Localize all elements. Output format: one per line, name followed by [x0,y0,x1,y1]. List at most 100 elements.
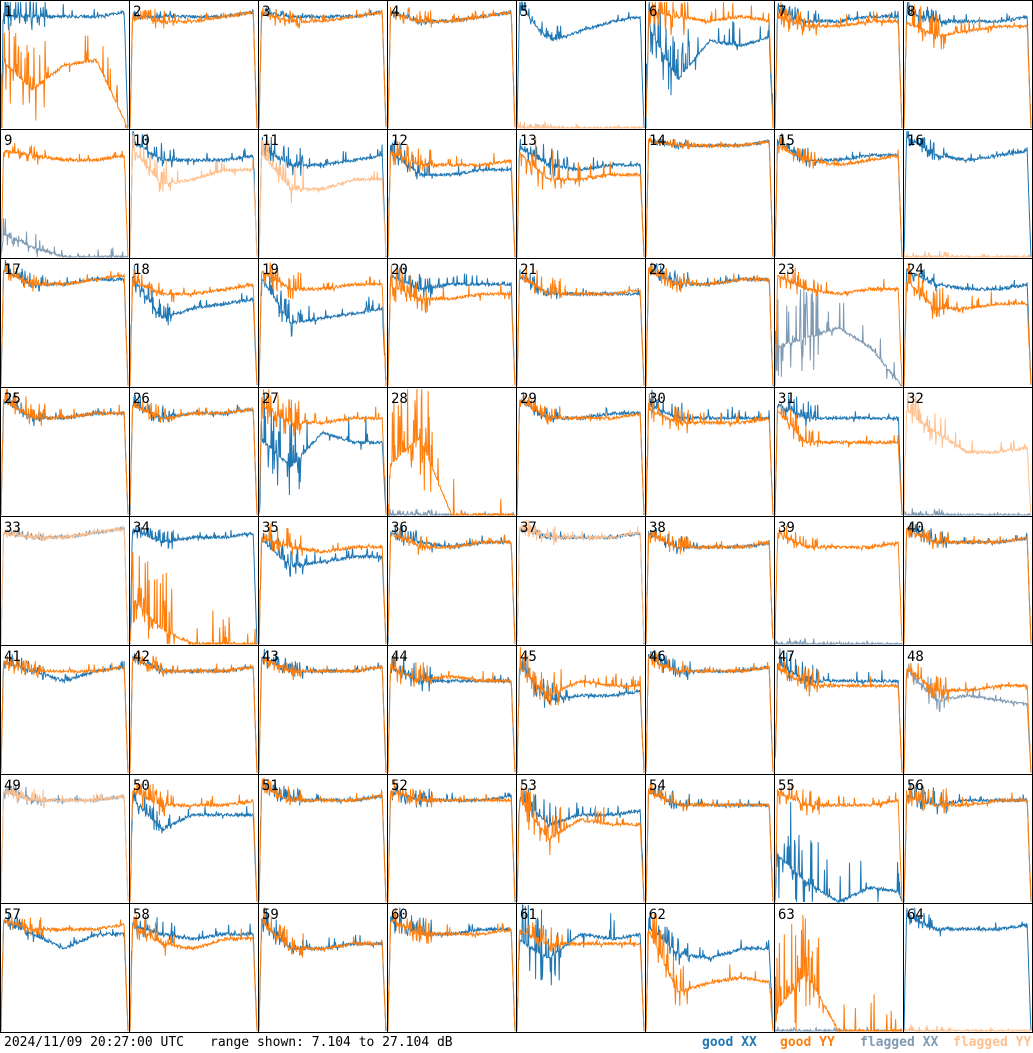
series-yy-25 [0,388,129,515]
series-yy-49 [0,787,129,903]
series-xx-19 [258,276,387,385]
antenna-panel-41: 41 [0,645,130,775]
series-yy-38 [645,530,774,643]
antenna-panel-47: 47 [774,645,904,775]
series-yy-23 [774,267,903,386]
antenna-panel-20: 20 [387,258,517,388]
panel-label: 43 [262,649,279,665]
antenna-panel-4: 4 [387,0,517,130]
series-yy-28 [387,388,516,517]
footer: 2024/11/09 20:27:00 UTC range shown: 7.1… [0,1033,1033,1053]
panel-label: 47 [778,649,795,665]
panel-label: 59 [262,907,279,923]
series-xx-34 [129,526,258,645]
antenna-panel-31: 31 [774,387,904,517]
panel-label: 2 [133,4,141,20]
antenna-panel-29: 29 [516,387,646,517]
antenna-panel-49: 49 [0,774,130,904]
panel-label: 29 [520,391,537,407]
series-yy-13 [516,138,645,258]
antenna-panel-36: 36 [387,516,517,646]
series-yy-29 [516,395,645,515]
series-yy-54 [645,783,774,903]
panel-label: 27 [262,391,279,407]
antenna-panel-5: 5 [516,0,646,130]
series-yy-8 [903,4,1032,129]
series-xx-5 [516,0,645,129]
panel-label: 21 [520,262,537,278]
antenna-panel-9: 9 [0,129,130,259]
series-yy-64 [904,1023,1032,1033]
series-xx-39 [774,637,903,646]
series-yy-9 [0,143,129,258]
series-xx-47 [774,648,903,773]
panel-label: 10 [133,133,150,149]
series-yy-52 [387,780,516,903]
panel-label: 26 [133,391,150,407]
series-yy-44 [387,653,516,774]
antenna-panel-30: 30 [645,387,775,517]
series-xx-16 [903,130,1032,258]
antenna-panel-51: 51 [258,774,388,904]
panel-label: 37 [520,520,537,536]
panel-label: 52 [391,778,408,794]
antenna-panel-55: 55 [774,774,904,904]
series-yy-36 [387,527,516,645]
series-yy-61 [516,922,645,1032]
antenna-panel-50: 50 [129,774,259,904]
series-xx-17 [0,260,129,386]
series-xx-35 [258,532,387,645]
series-yy-56 [903,783,1032,902]
panel-label: 60 [391,907,408,923]
antenna-panel-32: 32 [903,387,1033,517]
series-yy-57 [0,917,129,1031]
series-yy-3 [258,7,387,129]
series-yy-19 [258,262,387,387]
panel-label: 32 [907,391,924,407]
series-yy-51 [258,778,387,903]
antenna-panel-17: 17 [0,258,130,388]
antenna-panel-25: 25 [0,387,130,517]
series-yy-39 [774,525,903,645]
legend-good-xx: good XX [702,1035,757,1050]
antenna-panel-37: 37 [516,516,646,646]
series-xx-61 [516,904,645,1032]
antenna-panel-63: 63 [774,903,904,1033]
series-xx-29 [516,393,645,516]
series-yy-42 [129,651,258,774]
antenna-panel-46: 46 [645,645,775,775]
panel-label: 36 [391,520,408,536]
series-yy-4 [387,6,516,128]
series-yy-26 [129,399,258,516]
series-xx-32 [903,508,1032,517]
panel-label: 16 [907,133,924,149]
series-yy-37 [516,519,645,643]
panel-label: 57 [4,907,21,923]
panel-label: 49 [4,778,21,794]
series-xx-2 [129,8,258,129]
series-yy-47 [774,657,903,773]
antenna-panel-1: 1 [0,0,130,130]
panel-label: 7 [778,4,786,20]
antenna-panel-23: 23 [774,258,904,388]
antenna-panel-40: 40 [903,516,1033,646]
series-yy-11 [258,139,387,258]
series-yy-15 [774,136,903,256]
series-yy-24 [903,263,1032,386]
antenna-panel-64: 64 [903,903,1033,1033]
series-yy-35 [258,523,387,645]
antenna-panel-19: 19 [258,258,388,388]
series-xx-30 [645,389,774,516]
series-yy-30 [645,393,774,516]
panel-label: 5 [520,4,528,20]
range-label: range shown: 7.104 to 27.104 dB [210,1035,453,1050]
antenna-panel-56: 56 [903,774,1033,904]
series-yy-58 [129,915,258,1032]
series-xx-53 [516,788,645,903]
antenna-panel-48: 48 [903,645,1033,775]
series-yy-16 [903,250,1031,259]
antenna-panel-58: 58 [129,903,259,1033]
antenna-panel-10: 10 [129,129,259,259]
series-xx-57 [0,913,129,1032]
series-xx-4 [387,9,516,129]
